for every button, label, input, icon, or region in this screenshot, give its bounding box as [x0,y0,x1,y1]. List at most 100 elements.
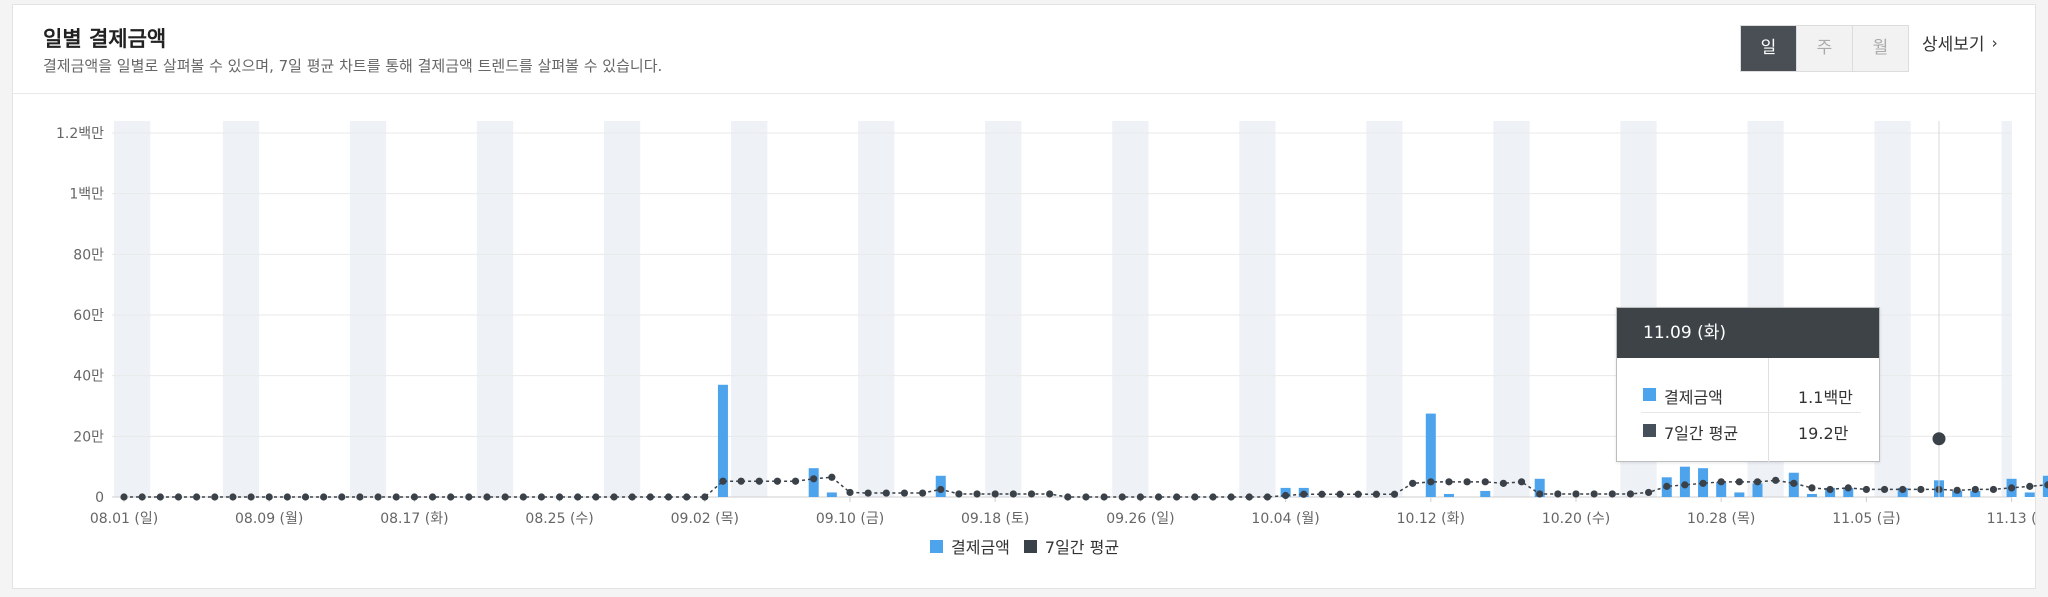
average-point [1554,490,1562,498]
payment-bar [2024,492,2035,497]
average-point [1989,485,1998,494]
weekend-band [603,121,641,497]
average-point [374,493,382,501]
average-swatch [1643,424,1656,437]
average-point [356,493,364,501]
average-point [1263,493,1272,501]
payment-bar [826,492,837,497]
average-point [193,493,201,501]
x-tick-label: 11.13 ( [1987,511,2037,527]
average-point [301,493,310,501]
average-point [1064,493,1072,501]
payment-bar [1425,413,1436,497]
average-point [1118,493,1126,501]
average-point [120,493,128,501]
x-tick-label: 09.02 (목) [671,511,739,527]
average-point [1245,493,1253,501]
average-point [664,493,673,501]
average-point [556,493,564,501]
y-tick-label: 0 [95,490,104,506]
tooltip-divider [1768,358,1769,462]
average-point [1645,488,1653,497]
average-point [410,493,418,501]
average-point [447,493,455,501]
weekend-band [858,121,895,497]
tab-week[interactable]: 주 [1796,26,1852,71]
average-point [1826,485,1834,494]
average-point [1862,485,1870,494]
average-point [791,477,800,485]
weekend-band [2001,121,2012,497]
average-point [592,493,600,501]
average-point [1300,490,1308,498]
weekend-band [1874,121,1911,497]
x-tick-label: 09.18 (토) [961,511,1029,527]
payment-bar [1534,478,1545,497]
average-point [991,490,999,498]
weekend-band [222,121,260,497]
average-point [1027,490,1036,498]
average-point [628,493,636,501]
average-point [1100,493,1108,501]
average-point [1046,490,1054,498]
average-point [1536,490,1544,498]
average-point [1953,486,1961,494]
average-point [392,493,400,501]
tooltip-row-average: 7일간 평균 19.2만 [1617,414,1879,450]
average-point [955,490,963,498]
average-point [2044,481,2048,489]
chart-tooltip: 11.09 (화) 결제금액 1.1백만 7일간 평균 19.2만 [1616,307,1880,462]
average-point [483,493,491,501]
chevron-right-icon: › [1991,33,1998,52]
average-point [646,493,654,501]
average-point [1354,490,1362,498]
tooltip-row-divider [1641,412,1861,413]
average-point [138,493,146,501]
average-point [1717,478,1725,486]
average-point [610,493,618,501]
chart-legend: 결제금액 7일간 평균 [930,534,1133,558]
average-point [1427,478,1435,486]
x-tick-label: 11.05 (금) [1832,511,1900,527]
average-point [755,477,763,485]
average-point [1282,491,1290,500]
card-header: 일별 결제금액 결제금액을 일별로 살펴볼 수 있으며, 7일 평균 차트를 통… [13,5,2035,94]
tooltip-row-label: 7일간 평균 [1664,424,1739,443]
average-point [1626,490,1635,498]
average-point [1590,490,1598,498]
average-point [1390,490,1399,498]
period-tabs: 일 주 월 [1740,25,1909,72]
x-tick-label: 09.10 (금) [816,511,884,527]
x-tick-label: 10.28 (목) [1687,511,1755,527]
x-tick-label: 08.17 (화) [380,511,448,527]
average-point [428,493,437,501]
payment-bar [1443,493,1454,497]
y-tick-label: 1.2백만 [56,126,104,142]
average-point [519,493,527,501]
payment-bar [1734,492,1745,497]
average-point [1663,482,1671,490]
average-point [1372,490,1380,498]
average-point [1572,490,1580,498]
average-point [737,477,745,485]
payment-bar [1716,481,1727,497]
legend-label: 결제금액 [951,538,1010,557]
legend-item-average[interactable]: 7일간 평균 [1023,534,1119,558]
average-point [1136,493,1144,501]
y-tick-label: 20만 [73,429,104,445]
tab-month[interactable]: 월 [1852,26,1908,71]
average-point [973,490,981,498]
average-point [919,489,927,497]
average-point [1445,478,1453,486]
payment-bar [808,468,819,497]
weekend-band [985,121,1022,497]
weekend-band [1493,121,1530,497]
average-point [1463,478,1471,486]
x-tick-label: 08.01 (일) [90,511,158,527]
detail-link[interactable]: 상세보기 › [1922,30,1998,56]
tooltip-row-label: 결제금액 [1664,388,1723,407]
average-point [1880,485,1889,494]
tab-day[interactable]: 일 [1741,26,1796,71]
legend-item-payment[interactable]: 결제금액 [930,534,1010,558]
